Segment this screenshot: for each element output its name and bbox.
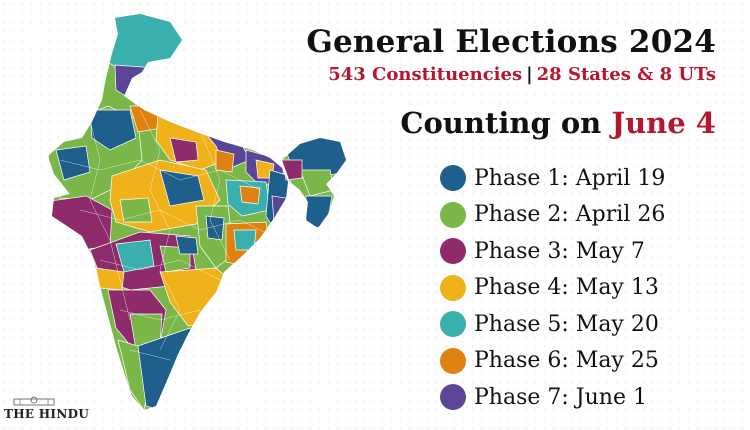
counting-prefix: Counting on [400,106,602,140]
constituencies-count: 543 Constituencies [328,64,523,85]
legend-swatch [440,201,466,228]
page-title: General Elections 2024 [306,24,716,60]
legend-label: Phase 3: May 7 [474,238,645,264]
publisher-brand: THE HINDU [4,395,89,421]
legend-swatch [440,384,466,411]
legend-swatch [440,311,466,338]
legend-label: Phase 4: May 13 [474,275,659,301]
legend-label: Phase 5: May 20 [474,311,659,337]
legend-swatch [440,347,466,374]
legend-swatch [440,238,466,265]
phase-legend: Phase 1: April 19 Phase 2: April 26 Phas… [440,160,740,416]
subtitle: 543 Constituencies | 28 States & 8 UTs [328,64,716,85]
legend-label: Phase 1: April 19 [474,165,666,191]
legend-label: Phase 6: May 25 [474,348,659,374]
counting-date: June 4 [611,106,716,140]
legend-label: Phase 2: April 26 [474,202,666,228]
legend-item-phase-5: Phase 5: May 20 [440,306,740,343]
brand-name: THE HINDU [4,407,90,421]
counting-date-heading: Counting on June 4 [400,106,716,140]
newspaper-emblem-icon [13,396,55,406]
legend-item-phase-1: Phase 1: April 19 [440,160,740,197]
legend-swatch [440,165,466,192]
subtitle-separator: | [526,64,533,85]
legend-item-phase-6: Phase 6: May 25 [440,343,740,380]
legend-item-phase-4: Phase 4: May 13 [440,270,740,307]
legend-item-phase-3: Phase 3: May 7 [440,233,740,270]
legend-item-phase-7: Phase 7: June 1 [440,379,740,416]
legend-item-phase-2: Phase 2: April 26 [440,197,740,234]
india-map [20,10,350,415]
legend-label: Phase 7: June 1 [474,384,647,410]
legend-swatch [440,274,466,301]
states-uts-count: 28 States & 8 UTs [536,64,716,85]
